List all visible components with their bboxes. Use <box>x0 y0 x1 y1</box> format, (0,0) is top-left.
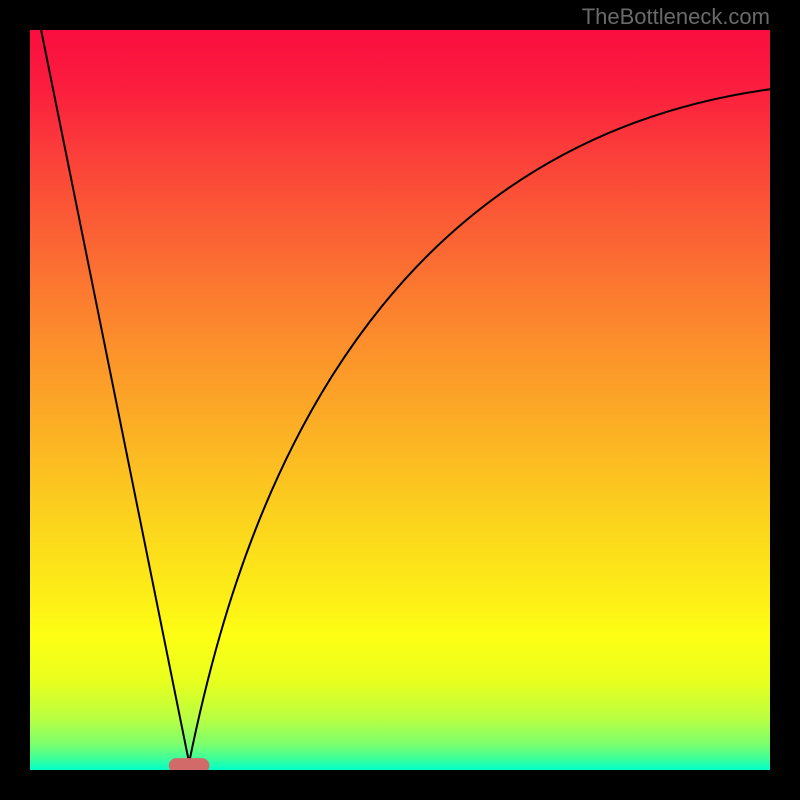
minimum-marker <box>169 758 210 770</box>
chart-frame: TheBottleneck.com <box>0 0 800 800</box>
chart-svg <box>30 30 770 770</box>
watermark-text: TheBottleneck.com <box>582 4 770 30</box>
plot-area <box>30 30 770 770</box>
gradient-background <box>30 30 770 770</box>
